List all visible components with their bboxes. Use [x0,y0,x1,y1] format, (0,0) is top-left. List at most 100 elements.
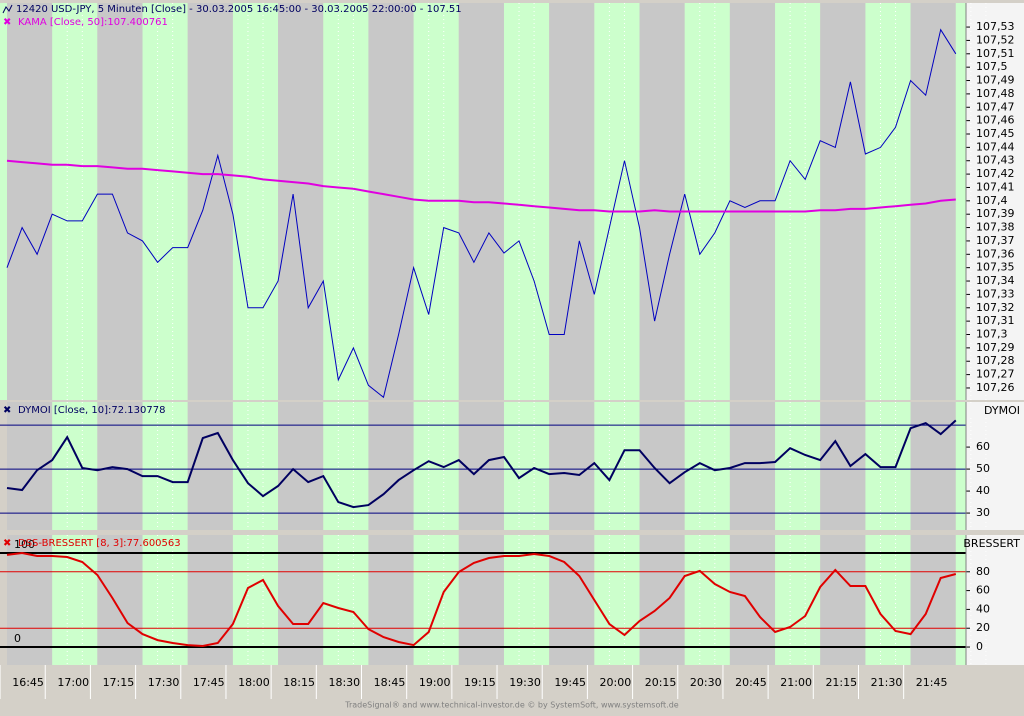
y-tick-label: 107,42 [976,167,1015,180]
y-tick-label: 107,49 [976,74,1015,87]
y-tick-label: 107,4 [976,194,1008,207]
series-line [6,159,956,213]
y-tick-label: 40 [976,602,990,615]
footer: TradeSignal® and www.technical-investor.… [344,701,679,710]
time-band [955,402,966,530]
time-band [52,402,98,530]
time-band [97,535,143,665]
x-tick-label: 18:45 [374,676,406,689]
y-tick-label: 107,51 [976,47,1015,60]
time-band [910,402,956,530]
time-band [865,402,911,530]
y-tick-label: 107,31 [976,314,1015,327]
time-band [232,535,279,665]
y-tick-label: 107,3 [976,328,1008,341]
time-band [142,402,188,530]
x-tick-label: 19:00 [419,676,451,689]
y-tick-label: 107,46 [976,114,1015,127]
legend-icon: ✖ [3,538,11,549]
time-band [820,402,866,530]
icon [2,4,13,14]
time-band [278,402,324,530]
axis-tag-bg [968,536,1023,551]
y-tick-label: 107,39 [976,207,1015,220]
x-tick-label: 18:30 [328,676,360,689]
x-tick-label: 20:15 [645,676,677,689]
series-line [6,28,957,399]
time-band [52,535,98,665]
y-tick-label: 107,36 [976,247,1015,260]
y-tick-label: 107,43 [976,154,1015,167]
x-tick-label: 20:45 [735,676,767,689]
y-tick-label: 40 [976,484,990,497]
axis-area [966,535,1024,665]
x-tick-label: 19:45 [554,676,586,689]
x-tick-label: 20:30 [690,676,722,689]
time-band [729,535,776,665]
y-tick-label: 60 [976,584,990,597]
time-band [955,535,966,665]
time-band [820,535,866,665]
time-band [97,402,143,530]
time-band [7,402,53,530]
time-band [52,3,98,400]
time-band [775,3,821,400]
time-band [684,3,730,400]
time-band [549,402,595,530]
chart-title: 12420 USD-JPY, 5 Minuten [Close] - 30.03… [16,4,462,15]
time-band [187,535,233,665]
y-tick-label: 107,45 [976,127,1015,140]
time-band [7,3,53,400]
time-band [187,402,233,530]
y-tick-label: 107,44 [976,140,1015,153]
time-band [865,3,911,400]
x-tick-label: 18:15 [283,676,315,689]
x-tick-label: 21:45 [916,676,948,689]
y-tick-label: 107,47 [976,100,1015,113]
y-tick-label: 107,29 [976,341,1015,354]
y-tick-label: 107,32 [976,301,1015,314]
legend-label: KAMA [Close, 50]:107.400761 [18,17,168,28]
legend-icon: ✖ [3,17,11,28]
series-line [6,551,957,648]
time-band [910,535,956,665]
axis-area [966,402,1024,530]
level-label: 100 [14,538,35,551]
x-tick-label: 21:30 [871,676,903,689]
time-band [639,3,685,400]
y-tick-label: 107,48 [976,87,1015,100]
x-tick-label: 17:15 [103,676,135,689]
legend-label: DYMOI [Close, 10]:72.130778 [18,405,165,416]
time-band [955,3,966,400]
time-band [413,535,459,665]
time-band [232,3,279,400]
y-tick-label: 107,27 [976,368,1015,381]
series-line [6,419,957,509]
time-band [368,402,414,530]
time-band [639,535,685,665]
axis-tag-bg [968,403,1023,418]
y-tick-label: 107,35 [976,261,1015,274]
y-tick-label: 107,52 [976,33,1015,46]
time-band [278,3,324,400]
x-tick-label: 17:00 [57,676,89,689]
x-tick-label: 18:00 [238,676,270,689]
legend-icon: ✖ [3,405,11,416]
y-tick-label: 20 [976,621,990,634]
y-tick-label: 0 [976,640,983,653]
x-tick-label: 21:15 [825,676,857,689]
time-band [323,402,369,530]
time-band [368,535,414,665]
axis-label: BRESSERT [963,537,1020,550]
time-band [368,3,414,400]
time-band [232,402,279,530]
time-band [594,3,640,400]
y-tick-label: 107,33 [976,287,1015,300]
time-band [458,535,504,665]
y-tick-label: 107,41 [976,180,1015,193]
y-tick-label: 107,53 [976,20,1015,33]
time-band [323,3,369,400]
y-tick-label: 107,26 [976,381,1015,394]
time-band [684,535,730,665]
